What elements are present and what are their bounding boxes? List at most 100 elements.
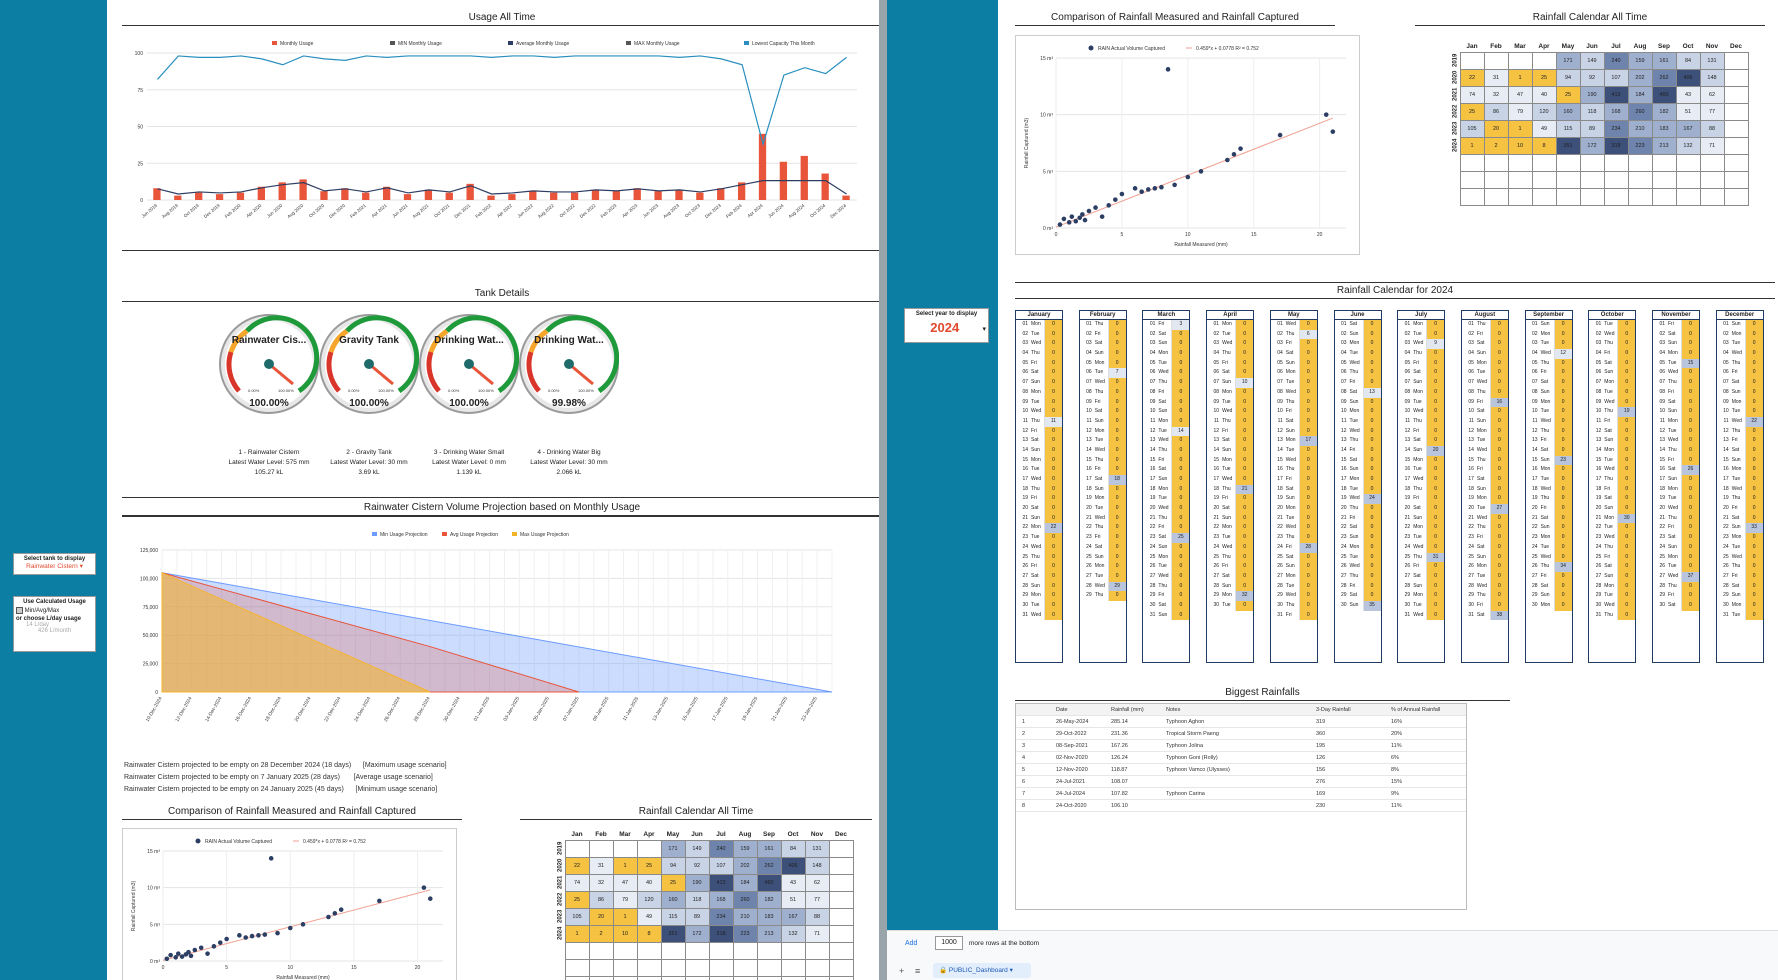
heatmap-month-label: Aug (738, 831, 752, 839)
calendar-day-row: 13 Tue 0 (1462, 436, 1508, 446)
calendar-day-row: 29 Tue 0 (1589, 591, 1636, 601)
x-tick-label: Dec 2023 (704, 203, 722, 220)
heatmap-cell: 149 (1579, 51, 1605, 70)
scatter-point (1077, 215, 1083, 221)
lmonth-input[interactable]: 426 L/month (37, 628, 72, 635)
heatmap-cell (1627, 187, 1653, 206)
usage-bar (570, 192, 579, 200)
calendar-day-row: 03 Mon 0 (1335, 339, 1381, 350)
usage-bar (591, 189, 600, 200)
heatmap-cell (708, 958, 734, 977)
y-tick-label: 50,000 (143, 633, 159, 639)
table-header-cell[interactable]: Notes (1166, 707, 1181, 713)
usage-bar (612, 191, 620, 200)
calendar-day-row: 10 Tue 0 (1717, 407, 1763, 417)
heatmap-cell (1531, 170, 1557, 189)
rows-count-input[interactable]: 1000 (935, 936, 963, 950)
year-select-box[interactable]: Select year to display 2024 ▾ (904, 308, 989, 343)
tank-select-dropdown[interactable]: Rainwater Cistern ▾ (26, 563, 83, 570)
heatmap-cell (804, 975, 830, 980)
x-tick-label: 16-Dec-2024 (234, 696, 253, 723)
year-select-value[interactable]: 2024 (930, 320, 960, 335)
calendar-day-row: 18 Tue 0 (1335, 484, 1381, 495)
lday-input[interactable]: 14 L/day (26, 622, 50, 629)
table-cell: 276 (1316, 779, 1326, 785)
calendar-day-row: 17 Sun 0 (1143, 475, 1190, 485)
table-cell: 24-Oct-2020 (1056, 803, 1087, 809)
heatmap-cell: 115 (660, 907, 686, 926)
sheet-tab-public-dashboard[interactable]: 🔒 PUBLIC_Dashboard ▾ (933, 963, 1031, 978)
heatmap-cell: 22 (564, 856, 590, 875)
scatter-point (1119, 191, 1125, 197)
heatmap-cell: 51 (780, 890, 806, 909)
table-row: 4 02-Nov-2020 126.24 Typhoon Goni (Rolly) 12… (1016, 752, 1466, 764)
heatmap-month-label: Oct (787, 831, 799, 839)
heatmap-month-label: Apr (643, 831, 655, 839)
table-header-cell[interactable]: Rainfall (mm) (1111, 707, 1144, 713)
pane-divider[interactable] (879, 0, 887, 980)
calendar-day-row: 03 Sat 0 (1080, 339, 1126, 350)
calendar-month: November 01 Fri 0 02 Sat 0 03 Sun 0 04 Mon 0 05 Tue 15 0… (1652, 310, 1700, 663)
heatmap-cell (684, 975, 710, 980)
heatmap-cell: 32 (588, 873, 614, 892)
heatmap-cell: 8 (1531, 136, 1557, 155)
calendar-day-row: 12 Sun 0 (1271, 426, 1317, 437)
add-sheet-icon[interactable]: + (899, 966, 905, 976)
heatmap-cell (612, 958, 638, 977)
calendar-day-row: 12 Thu 0 (1717, 426, 1763, 437)
heatmap-month-label: Jan (1466, 43, 1478, 51)
heatmap-cell (1507, 187, 1533, 206)
calendar-day-row: 06 Wed 0 (1653, 368, 1699, 379)
table-header-cell[interactable]: Date (1056, 707, 1068, 713)
calendar-day-row: 05 Tue 0 (1143, 358, 1190, 369)
calendar-day-row: 30 Tue 0 (1398, 600, 1445, 611)
calendar-day-row: 02 Mon 0 (1526, 329, 1572, 340)
tank-details-title: Tank Details (122, 287, 882, 302)
tank-select-box[interactable]: Select tank to display Rainwater Cistern… (13, 553, 96, 575)
y-tick-label: 10 m³ (1040, 113, 1053, 119)
calendar-day-row: 26 Sat 0 (1589, 562, 1636, 572)
table-header-cell[interactable]: % of Annual Rainfall (1391, 707, 1441, 713)
calendar-day-row: 12 Sat 0 (1589, 426, 1636, 437)
calendar-day-row: 08 Mon 0 (1207, 387, 1254, 398)
gauge-max-label: 100.00% (478, 388, 494, 393)
x-tick-label: Oct 2019 (183, 203, 201, 219)
add-rows-button[interactable]: Add (905, 940, 918, 947)
heatmap-cell: 107 (708, 856, 734, 875)
calc-usage-title: Use Calculated Usage (23, 599, 86, 605)
calendar-month: February 01 Thu 0 02 Fri 0 03 Sat 0 04 Sun 0 05 Mon 0 06… (1078, 310, 1127, 663)
legend-label: MAX Monthly Usage (634, 41, 680, 47)
y-axis-label: Rainfall Captured (m3) (1024, 118, 1030, 169)
left-heatmap: Jan Feb Mar Apr May Jun Jul Aug Sep Oct Nov Dec 2019… (555, 830, 854, 980)
x-tick-label: Aug 2022 (537, 203, 555, 220)
calendar-day-row: 29 Sun 0 (1717, 591, 1763, 601)
heatmap-cell: 160 (660, 890, 686, 909)
heatmap-cell: 25 (564, 890, 590, 909)
heatmap-cell: 1 (1507, 119, 1533, 138)
calendar-day-row: 10 Sat 0 (1080, 407, 1126, 417)
calendar-day-row: 22 Mon 22 (1016, 523, 1062, 534)
calendar-day-row: 19 Fri 0 (1016, 494, 1062, 505)
usage-bar (445, 192, 453, 200)
heatmap-cell: 167 (1675, 119, 1701, 138)
scatter-point (1165, 67, 1171, 72)
scatter-point (1099, 214, 1105, 219)
heatmap-cell (1483, 153, 1509, 172)
gauge-name: Drinking Wat... (534, 335, 604, 346)
scatter-point (1073, 218, 1079, 224)
heatmap-cell: 240 (708, 839, 734, 858)
calendar-day-row: 06 Tue 0 (1462, 368, 1508, 379)
calendar-day-row: 03 Wed 0 (1207, 339, 1254, 350)
calendar-day-row: 19 Wed 24 (1335, 494, 1381, 505)
right-compare-title: Comparison of Rainfall Measured and Rain… (1015, 11, 1335, 26)
calendar-day-row: 25 Thu 31 (1398, 552, 1445, 563)
scatter-point (1093, 205, 1098, 210)
calendar-day-row: 19 Fri 0 (1398, 494, 1445, 505)
all-sheets-icon[interactable]: ≡ (915, 966, 921, 976)
heatmap-month-label: Jan (571, 831, 583, 839)
min-avg-max-checkbox[interactable] (16, 607, 23, 614)
trendline-label: 0.459*x + 0.0778 R² = 0.752 (303, 839, 366, 845)
table-header-cell[interactable]: 3-Day Rainfall (1316, 707, 1351, 713)
calendar-day-row: 26 Mon 0 (1462, 562, 1508, 572)
heatmap-cell: 413 (708, 873, 734, 892)
